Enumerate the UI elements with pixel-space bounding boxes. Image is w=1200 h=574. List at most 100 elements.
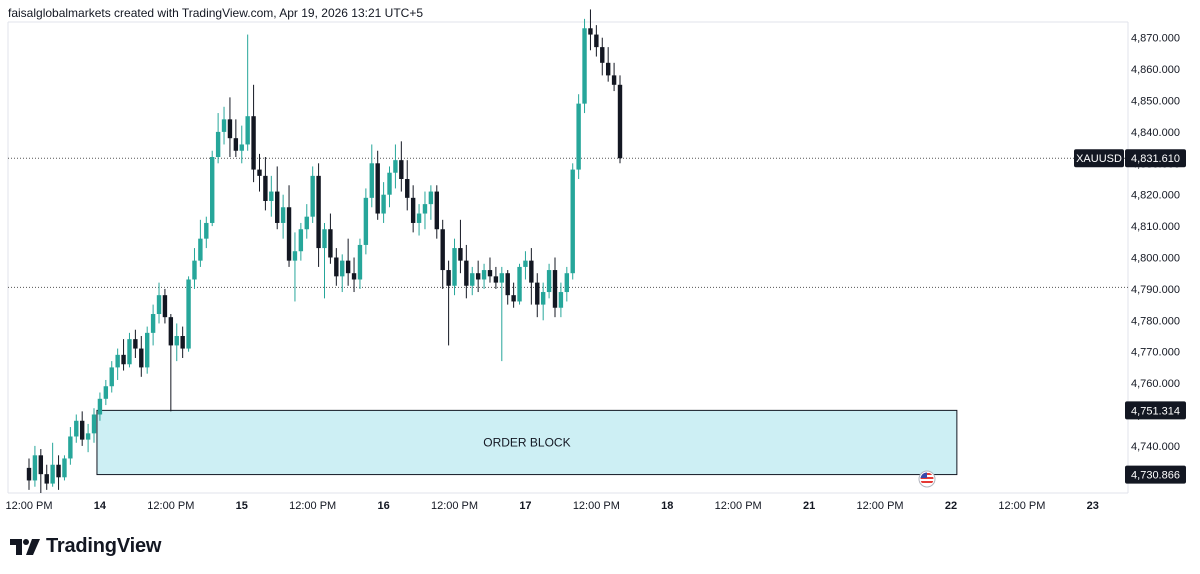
order-block-zone[interactable]: ORDER BLOCK: [96, 409, 958, 476]
candle-body: [564, 273, 570, 293]
candle-body: [605, 62, 611, 76]
candle-body: [109, 367, 114, 387]
candle-body: [85, 433, 91, 440]
candle-body: [582, 28, 587, 104]
candle-body: [56, 464, 61, 478]
order-block-top-price: 4,751.314: [1131, 405, 1180, 417]
time-tick-label: 12:00 PM: [431, 500, 478, 512]
candle-body: [251, 116, 256, 170]
price-tick-label: 4,800.000: [1131, 253, 1180, 265]
candle-body: [493, 276, 499, 283]
time-tick-label: 12:00 PM: [998, 500, 1045, 512]
candle-body: [600, 47, 605, 63]
price-tick-label: 4,790.000: [1131, 284, 1180, 296]
candle-body: [552, 270, 558, 308]
time-tick-label: 12:00 PM: [289, 500, 336, 512]
candle-body: [210, 157, 215, 223]
tradingview-logo-icon: [10, 538, 40, 555]
candle-body: [192, 260, 197, 280]
time-tick-label: 16: [377, 500, 389, 512]
candle-body: [44, 474, 49, 484]
candle-body: [32, 455, 38, 481]
last-price-tag-bg: [1125, 149, 1186, 168]
candle-body: [410, 197, 416, 223]
price-tick-label: 4,780.000: [1131, 315, 1180, 327]
time-tick-label: 21: [803, 500, 815, 512]
brand-footer: TradingView: [10, 535, 161, 558]
candle-body: [50, 464, 55, 484]
last-price-tag: 4,831.610: [1131, 153, 1180, 165]
candle-body: [334, 257, 339, 277]
candle-body: [292, 251, 298, 261]
time-tick-label: 22: [945, 500, 957, 512]
candle-body: [233, 138, 239, 151]
candle-body: [446, 270, 451, 286]
candle-body: [340, 260, 345, 277]
candle-body: [275, 191, 280, 223]
order-block-rect[interactable]: [96, 409, 958, 476]
candle-body: [611, 75, 617, 85]
candle-body: [316, 175, 321, 249]
candle-body: [328, 229, 333, 258]
candle-body: [399, 160, 404, 179]
time-tick-label: 12:00 PM: [5, 500, 52, 512]
time-axis: 12:00 PM 14 12:00 PM 15 12:00 PM 16 12:00 PM 17…: [5, 500, 1098, 512]
candle-body: [133, 339, 138, 349]
time-tick-label: 17: [519, 500, 531, 512]
price-labels: XAUUSD 4,831.610 4,751.314 4,730.866: [1074, 149, 1186, 484]
time-tick-label: 12:00 PM: [147, 500, 194, 512]
candle-body: [487, 270, 493, 277]
candle-body: [475, 273, 481, 280]
candle-body: [588, 28, 593, 35]
candle-body: [215, 131, 221, 158]
brand-name: TradingView: [46, 535, 162, 557]
candle-body: [62, 458, 67, 478]
candle-body: [440, 229, 445, 271]
candle-body: [145, 332, 150, 368]
candle-body: [280, 207, 286, 223]
candle-body: [546, 270, 552, 293]
candle-body: [239, 144, 244, 151]
candle-body: [127, 339, 132, 365]
candle-body: [186, 279, 191, 349]
candle-body: [97, 398, 103, 415]
candle-body: [263, 175, 268, 201]
candle-body: [310, 175, 315, 217]
candle-series: [26, 9, 623, 493]
candle-body: [221, 119, 227, 132]
candle-body: [416, 213, 422, 223]
candle-body: [470, 273, 475, 286]
candle-body: [617, 84, 623, 159]
candle-body: [434, 191, 439, 230]
time-tick-label: 12:00 PM: [573, 500, 620, 512]
order-block-bottom-price: 4,730.866: [1131, 470, 1180, 482]
candle-body: [79, 420, 85, 440]
candle-body: [156, 295, 162, 315]
candle-body: [168, 317, 174, 346]
price-tick-label: 4,850.000: [1131, 96, 1180, 108]
price-tick-label: 4,860.000: [1131, 64, 1180, 76]
price-tick-label: 4,840.000: [1131, 127, 1180, 139]
time-tick-label: 18: [661, 500, 673, 512]
candle-body: [428, 191, 434, 205]
candle-body: [245, 116, 250, 145]
time-tick-label: 14: [94, 500, 107, 512]
candle-body: [298, 229, 304, 252]
candle-body: [405, 179, 410, 198]
candle-body: [481, 270, 487, 280]
candle-body: [369, 163, 374, 198]
candle-body: [91, 414, 97, 434]
candle-body: [204, 222, 209, 239]
us-flag-icon[interactable]: [918, 470, 936, 488]
candle-body: [422, 204, 428, 214]
order-block-top-price-bg: [1125, 401, 1186, 420]
candle-body: [505, 273, 510, 296]
horizontal-levels: [8, 157, 1128, 288]
time-tick-label: 12:00 PM: [856, 500, 903, 512]
candle-body: [535, 282, 540, 305]
price-tick-label: 4,810.000: [1131, 221, 1180, 233]
candle-body: [363, 197, 369, 245]
symbol-tag-bg: [1074, 149, 1124, 168]
candle-body: [511, 295, 516, 302]
